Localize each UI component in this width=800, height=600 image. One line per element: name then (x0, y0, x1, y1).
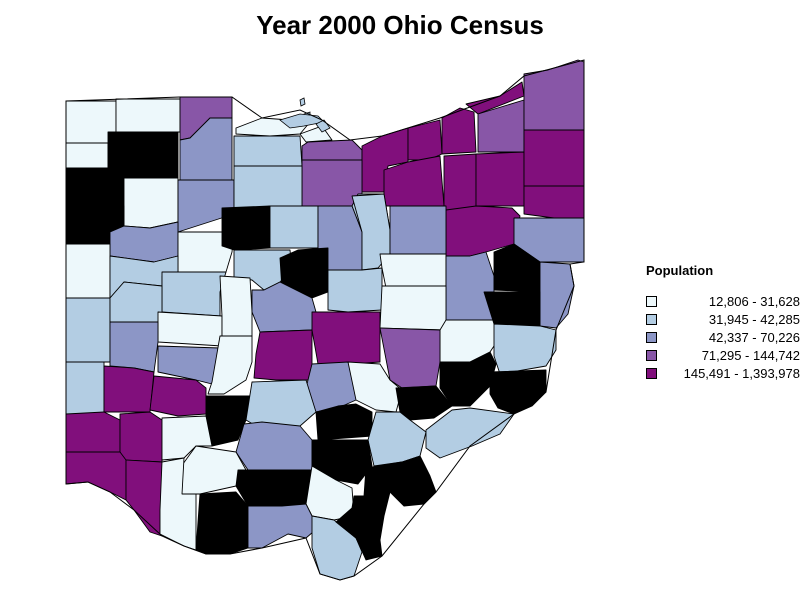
county[interactable] (65, 142, 109, 169)
legend-label: 12,806 - 31,628 (708, 293, 800, 309)
county[interactable] (157, 311, 223, 347)
county[interactable] (523, 129, 585, 187)
legend-label: 31,945 - 42,285 (708, 311, 800, 327)
legend-swatch (646, 367, 657, 379)
county[interactable] (149, 375, 207, 417)
county[interactable] (119, 411, 163, 463)
county[interactable] (475, 151, 525, 207)
county[interactable] (493, 323, 557, 375)
legend-item: 12,806 - 31,628 (646, 292, 800, 310)
map-title: Year 2000 Ohio Census (256, 10, 544, 40)
county[interactable] (327, 267, 383, 313)
county[interactable] (389, 205, 447, 255)
legend-swatch (646, 331, 657, 343)
legend-swatch (646, 295, 657, 307)
county[interactable] (65, 411, 121, 453)
county[interactable] (123, 177, 179, 229)
county[interactable] (441, 107, 477, 155)
county[interactable] (489, 369, 547, 415)
county[interactable] (539, 261, 575, 329)
county[interactable] (233, 135, 303, 167)
county[interactable] (311, 311, 381, 365)
county[interactable] (157, 345, 221, 385)
county[interactable] (253, 329, 313, 381)
county[interactable] (523, 185, 585, 219)
county[interactable] (425, 407, 515, 459)
county[interactable] (269, 205, 319, 249)
county[interactable] (445, 251, 495, 321)
county[interactable] (315, 403, 373, 441)
county[interactable] (195, 491, 249, 555)
county[interactable] (207, 335, 253, 395)
county[interactable] (125, 459, 163, 537)
county[interactable] (115, 98, 181, 133)
state-outline (65, 59, 585, 581)
county[interactable] (65, 243, 111, 299)
county[interactable] (301, 139, 363, 161)
county[interactable] (379, 285, 447, 331)
legend-label: 42,337 - 70,226 (708, 329, 800, 345)
county[interactable] (103, 365, 155, 413)
legend-swatch (646, 313, 657, 325)
legend-title: Population (646, 263, 714, 278)
county[interactable] (161, 271, 227, 317)
county[interactable] (65, 297, 111, 363)
legend-label: 71,295 - 144,742 (701, 347, 800, 363)
legend: Population 12,806 - 31,628 31,945 - 42,28… (646, 263, 800, 382)
legend-item: 71,295 - 144,742 (646, 346, 800, 364)
county[interactable] (245, 379, 317, 427)
legend-item: 145,491 - 1,393,978 (646, 364, 800, 382)
county[interactable] (247, 503, 321, 549)
county[interactable] (107, 131, 179, 179)
county[interactable] (443, 153, 477, 211)
county[interactable] (379, 253, 447, 289)
county[interactable] (109, 221, 179, 263)
county[interactable] (221, 205, 271, 251)
legend-item: 42,337 - 70,226 (646, 328, 800, 346)
county[interactable] (109, 321, 159, 373)
legend-item: 31,945 - 42,285 (646, 310, 800, 328)
county[interactable] (523, 59, 585, 131)
legend-label: 145,491 - 1,393,978 (683, 365, 800, 381)
county[interactable] (235, 421, 313, 471)
county[interactable] (235, 469, 313, 507)
county[interactable] (219, 275, 253, 337)
legend-swatch (646, 349, 657, 361)
county[interactable] (65, 167, 125, 207)
county[interactable] (65, 361, 105, 415)
county[interactable] (65, 451, 127, 501)
